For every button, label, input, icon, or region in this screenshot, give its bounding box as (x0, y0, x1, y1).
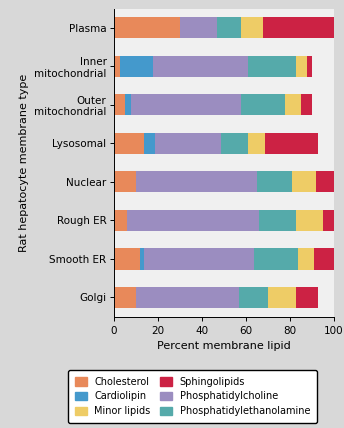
Bar (114, 210, 127, 231)
Bar (217, 17, 241, 39)
Bar (114, 287, 136, 308)
Bar (241, 94, 285, 116)
Bar (299, 248, 314, 270)
Bar (266, 133, 318, 154)
Bar (120, 56, 153, 77)
Bar (248, 133, 266, 154)
Bar (114, 86, 334, 124)
Bar (268, 287, 296, 308)
Bar (263, 17, 334, 39)
Bar (114, 133, 144, 154)
Bar (114, 163, 334, 201)
Bar (144, 248, 255, 270)
Bar (285, 94, 301, 116)
Legend: Cholesterol, Cardiolipin, Minor lipids, Sphingolipids, Phosphatidylcholine, Phos: Cholesterol, Cardiolipin, Minor lipids, … (68, 370, 317, 423)
Bar (323, 210, 334, 231)
Bar (301, 94, 312, 116)
Bar (114, 56, 120, 77)
Bar (114, 248, 140, 270)
X-axis label: Percent membrane lipid: Percent membrane lipid (157, 341, 290, 351)
Bar (144, 133, 155, 154)
Bar (114, 47, 334, 86)
Bar (296, 210, 323, 231)
Bar (136, 287, 239, 308)
Bar (296, 287, 318, 308)
Y-axis label: Rat hepatocyte membrane type: Rat hepatocyte membrane type (19, 74, 29, 252)
Bar (131, 94, 241, 116)
Bar (259, 210, 296, 231)
Bar (114, 201, 334, 240)
Bar (241, 17, 263, 39)
Bar (114, 17, 180, 39)
Bar (140, 248, 144, 270)
Bar (314, 248, 340, 270)
Bar (292, 171, 316, 193)
Bar (316, 171, 334, 193)
Bar (114, 9, 334, 47)
Bar (257, 171, 292, 193)
Bar (239, 287, 268, 308)
Bar (222, 133, 248, 154)
Bar (125, 94, 131, 116)
Bar (114, 240, 334, 278)
Bar (296, 56, 307, 77)
Bar (180, 17, 217, 39)
Bar (127, 210, 259, 231)
Bar (255, 248, 299, 270)
Bar (248, 56, 296, 77)
Bar (136, 171, 257, 193)
Bar (155, 133, 222, 154)
Bar (114, 278, 334, 317)
Bar (307, 56, 312, 77)
Bar (153, 56, 248, 77)
Bar (114, 171, 136, 193)
Bar (114, 94, 125, 116)
Bar (114, 124, 334, 163)
